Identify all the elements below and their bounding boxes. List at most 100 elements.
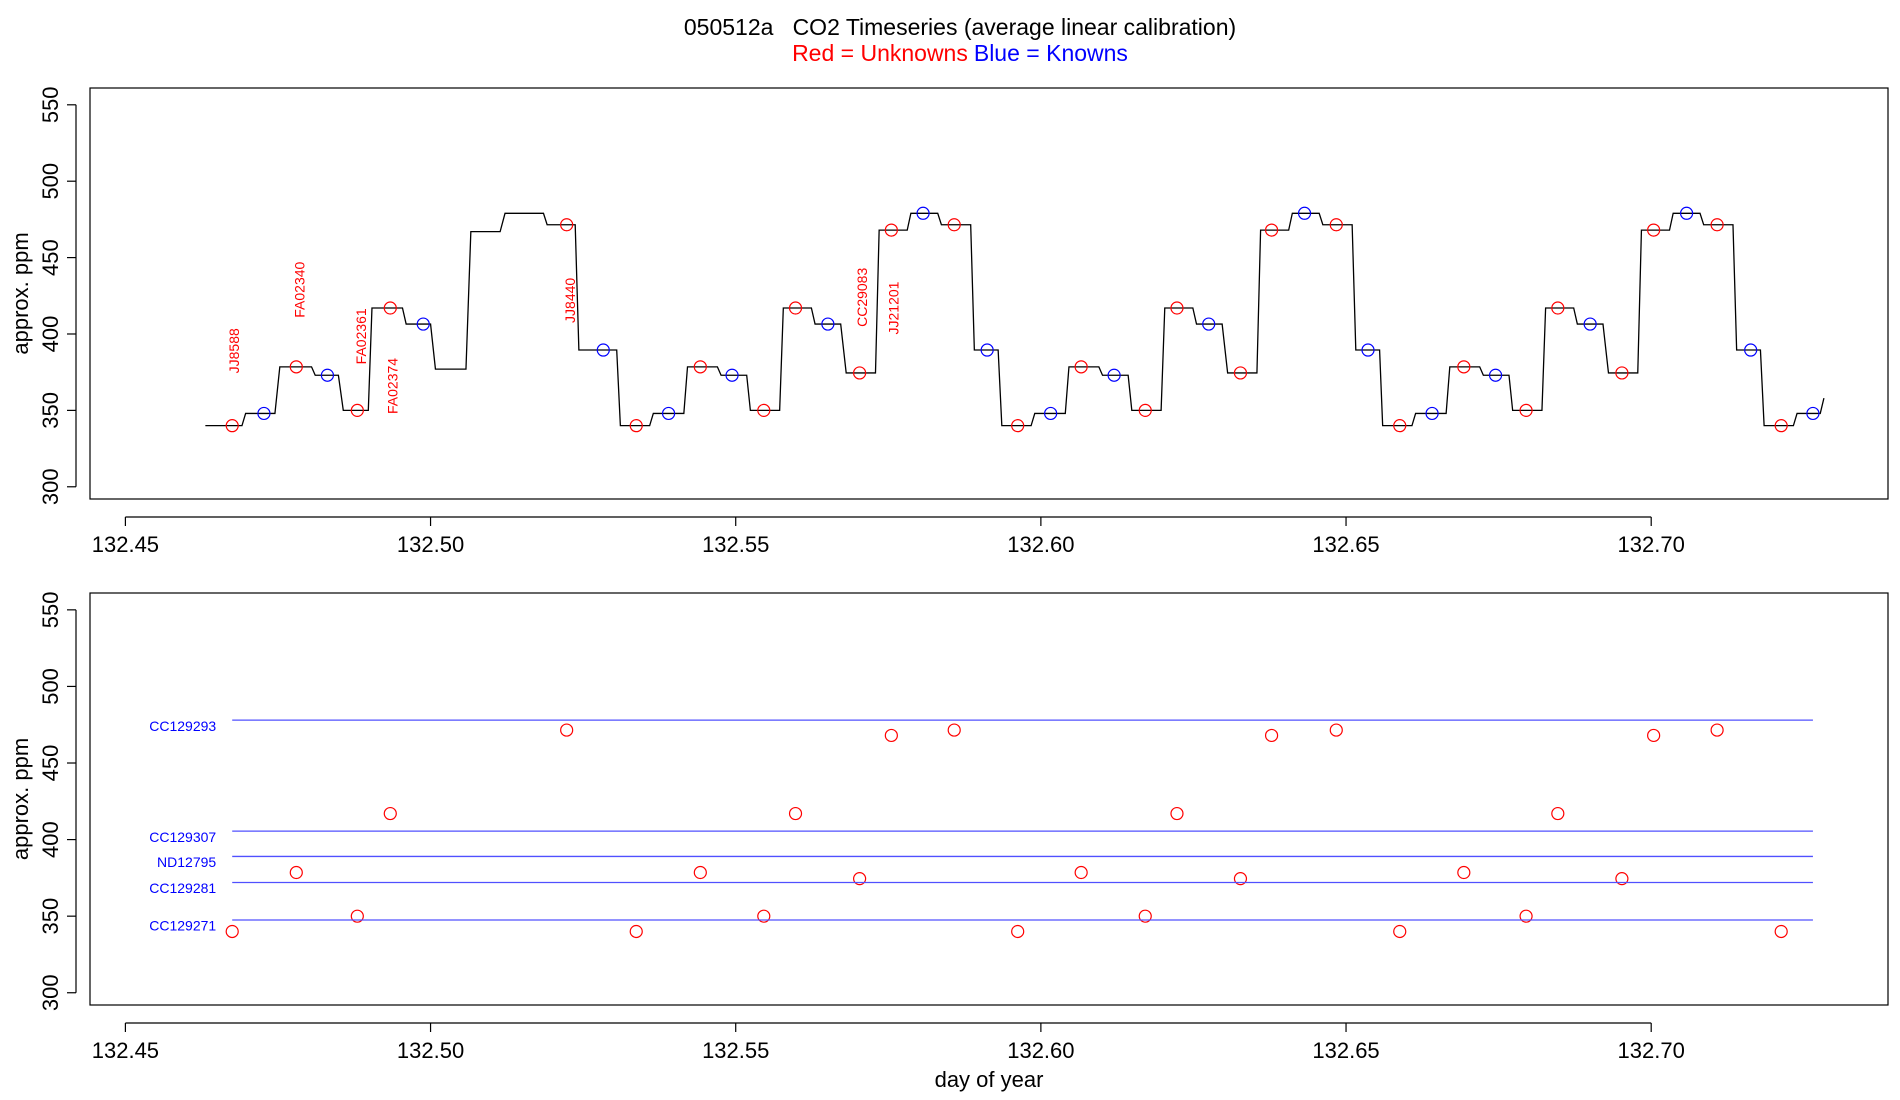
data-point xyxy=(560,723,574,737)
x-tick-label: 132.45 xyxy=(92,532,159,557)
line-label: CC129307 xyxy=(149,829,216,845)
y-tick-label: 500 xyxy=(38,163,63,200)
plot-frame xyxy=(89,592,1889,1006)
y-axis-label: approx. ppm xyxy=(8,738,33,860)
data-point xyxy=(1488,368,1503,382)
data-point xyxy=(821,317,835,331)
data-point xyxy=(1233,872,1248,886)
annotation: CC29083 xyxy=(854,268,870,327)
annotation: FA02374 xyxy=(385,358,401,414)
data-point xyxy=(320,368,335,382)
y-tick-label: 300 xyxy=(38,468,63,505)
data-point xyxy=(1710,218,1724,232)
data-point xyxy=(1329,218,1343,232)
data-point xyxy=(916,206,930,220)
data-point xyxy=(1744,343,1758,357)
data-point xyxy=(1679,206,1694,220)
data-point xyxy=(853,872,867,886)
x-tick-label: 132.55 xyxy=(702,532,769,557)
data-point xyxy=(1519,909,1533,923)
y-tick-label: 350 xyxy=(38,898,63,935)
data-point xyxy=(1138,909,1152,923)
data-point xyxy=(225,924,239,939)
data-point xyxy=(980,343,994,357)
line-label: CC129281 xyxy=(149,880,216,896)
x-tick-label: 132.50 xyxy=(397,1038,464,1063)
data-point xyxy=(884,728,898,743)
y-tick-label: 350 xyxy=(38,392,63,429)
x-tick-label: 132.65 xyxy=(1312,532,1379,557)
x-tick-label: 132.60 xyxy=(1007,1038,1074,1063)
y-tick-label: 550 xyxy=(38,86,63,123)
x-tick-label: 132.55 xyxy=(702,1038,769,1063)
data-point xyxy=(350,909,364,923)
data-point xyxy=(693,360,707,374)
data-point xyxy=(383,806,397,821)
x-tick-label: 132.70 xyxy=(1618,532,1685,557)
data-point xyxy=(788,806,803,821)
data-point xyxy=(1170,806,1184,821)
annotation: JJ8588 xyxy=(226,328,242,373)
data-point xyxy=(947,218,961,232)
data-point xyxy=(1457,865,1471,880)
data-point xyxy=(629,924,643,939)
y-tick-label: 550 xyxy=(38,591,63,628)
legend-entry: Blue = Knowns xyxy=(974,40,1128,66)
plot-frame xyxy=(89,87,1889,500)
annotation: JJ21201 xyxy=(886,281,902,334)
data-point xyxy=(853,366,867,380)
data-point xyxy=(725,368,739,382)
data-point xyxy=(1425,406,1439,421)
data-point xyxy=(225,419,239,433)
data-point xyxy=(1264,223,1279,237)
data-point xyxy=(1044,406,1058,421)
y-tick-label: 300 xyxy=(38,974,63,1011)
x-tick-label: 132.65 xyxy=(1312,1038,1379,1063)
data-point xyxy=(1011,419,1025,433)
data-point xyxy=(1264,728,1279,743)
data-point xyxy=(289,360,303,374)
y-axis-label: approx. ppm xyxy=(8,232,33,354)
data-point xyxy=(693,865,707,880)
y-tick-label: 400 xyxy=(38,821,63,858)
data-point xyxy=(1074,865,1088,880)
data-point xyxy=(1583,317,1597,331)
data-point xyxy=(1138,403,1152,417)
data-point xyxy=(1170,301,1184,315)
data-point xyxy=(947,723,961,737)
y-tick-label: 450 xyxy=(38,239,63,276)
data-point xyxy=(416,317,430,331)
data-point xyxy=(560,218,574,232)
line-label: ND12795 xyxy=(157,854,216,870)
line-label: CC129293 xyxy=(149,718,216,734)
data-point xyxy=(1393,924,1407,939)
legend-entry: Red = Unknowns xyxy=(792,40,968,66)
chart-title: 050512a CO2 Timeseries (average linear c… xyxy=(684,14,1236,40)
data-point xyxy=(661,406,676,421)
data-point xyxy=(596,343,610,357)
data-point xyxy=(1393,419,1407,433)
data-point xyxy=(1107,368,1121,382)
y-tick-label: 400 xyxy=(38,316,63,353)
data-point xyxy=(1615,872,1629,886)
y-tick-label: 500 xyxy=(38,668,63,705)
data-point xyxy=(1806,406,1820,421)
annotation: FA02340 xyxy=(291,261,307,317)
legend: Red = Unknowns Blue = Knowns xyxy=(792,40,1128,66)
data-point xyxy=(884,223,898,237)
x-tick-label: 132.60 xyxy=(1007,532,1074,557)
data-point xyxy=(757,403,771,417)
data-point xyxy=(1233,366,1248,380)
data-point xyxy=(383,301,397,315)
x-axis-label: day of year xyxy=(935,1067,1044,1092)
data-point xyxy=(1710,723,1724,737)
annotation: JJ8440 xyxy=(562,278,578,323)
data-point xyxy=(1647,223,1661,237)
x-tick-label: 132.70 xyxy=(1618,1038,1685,1063)
data-point xyxy=(1297,206,1312,220)
data-point xyxy=(289,865,303,880)
data-point xyxy=(350,403,364,417)
data-point xyxy=(1202,317,1216,331)
